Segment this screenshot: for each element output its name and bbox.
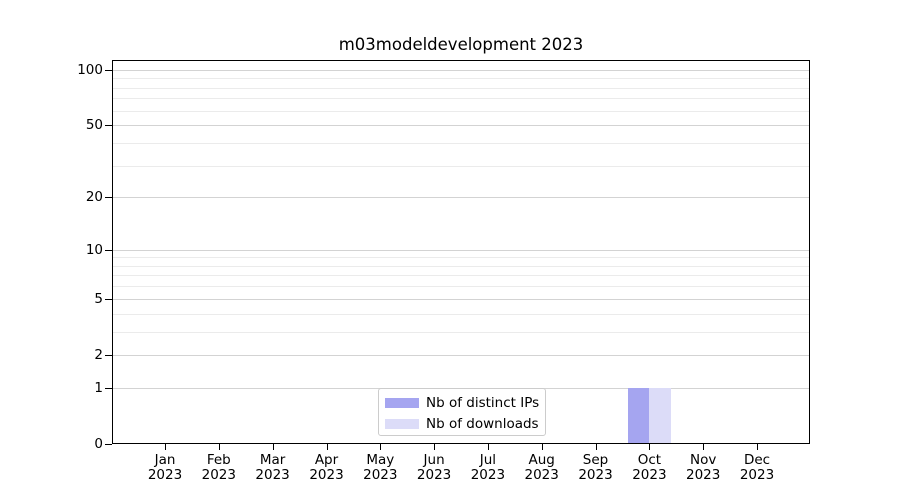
x-tick-mark — [272, 444, 274, 450]
gridline-minor — [112, 313, 810, 315]
gridline-major — [112, 125, 810, 127]
gridline-minor — [112, 98, 810, 100]
x-tick-mark — [703, 444, 705, 450]
x-tick-label-month: Oct — [637, 452, 662, 468]
y-tick-mark — [105, 197, 112, 199]
x-tick-label: May 2023 — [348, 453, 412, 483]
x-tick-label-year: 2023 — [578, 467, 613, 483]
x-tick-label-month: Sep — [582, 452, 609, 468]
x-tick-label: Jun 2023 — [402, 453, 466, 483]
bar-nb-of-distinct-ips — [627, 387, 650, 444]
y-tick-label: 50 — [85, 117, 103, 134]
gridline-major — [112, 354, 810, 356]
y-tick-label: 20 — [85, 189, 103, 206]
x-tick-label-year: 2023 — [739, 467, 775, 483]
x-tick-label: Aug 2023 — [510, 453, 574, 483]
legend-item: Nb of downloads — [379, 413, 545, 434]
legend: Nb of distinct IPs Nb of downloads — [378, 388, 546, 436]
y-tick-label: 5 — [94, 290, 103, 307]
x-tick-label: Sep 2023 — [564, 453, 628, 483]
x-tick-label: Feb 2023 — [187, 453, 251, 483]
x-tick-mark — [757, 444, 758, 450]
x-tick-mark — [487, 444, 489, 450]
gridline-minor — [112, 87, 810, 89]
y-tick-mark — [105, 354, 112, 356]
x-tick-mark — [165, 444, 166, 450]
x-tick-label-month: Aug — [528, 452, 555, 468]
x-tick-label-month: Nov — [690, 452, 717, 468]
y-tick-mark — [105, 249, 112, 251]
legend-label: Nb of downloads — [426, 415, 539, 432]
x-tick-label-month: Jul — [479, 452, 497, 468]
x-tick-label: Dec 2023 — [725, 453, 789, 483]
x-tick-label-month: Jun — [423, 452, 445, 468]
x-tick-label: Oct 2023 — [617, 453, 681, 483]
gridline-minor — [112, 142, 810, 144]
gridline-minor — [112, 165, 810, 167]
bar-nb-of-downloads — [649, 387, 671, 444]
x-tick-label-year: 2023 — [632, 467, 667, 483]
y-tick-label: 1 — [94, 379, 103, 396]
y-tick-mark — [105, 125, 112, 127]
gridline-minor — [112, 286, 810, 288]
x-tick-label: Mar 2023 — [241, 453, 305, 483]
x-tick-label-year: 2023 — [686, 467, 721, 483]
x-tick-label-month: Apr — [314, 452, 339, 468]
chart-title: m03modeldevelopment 2023 — [338, 35, 584, 54]
y-tick-mark — [105, 298, 112, 300]
x-tick-label-year: 2023 — [416, 467, 452, 483]
x-tick-label: Apr 2023 — [295, 453, 359, 483]
y-tick-label: 2 — [94, 346, 103, 363]
x-tick-label-month: Dec — [743, 452, 771, 468]
y-tick-mark — [105, 387, 112, 389]
x-tick-mark — [434, 444, 436, 450]
x-tick-label: Nov 2023 — [671, 453, 735, 483]
y-tick-mark — [105, 444, 112, 445]
x-tick-label-month: Feb — [206, 452, 231, 468]
x-tick-label-year: 2023 — [147, 467, 183, 483]
legend-swatch — [385, 397, 419, 408]
x-tick-label-month: Jan — [154, 452, 176, 468]
x-tick-mark — [380, 444, 382, 450]
x-tick-mark — [541, 444, 543, 450]
y-tick-label: 100 — [77, 61, 103, 78]
x-tick-mark — [649, 444, 651, 450]
x-tick-label: Jan 2023 — [133, 453, 197, 483]
x-tick-label-month: Mar — [259, 452, 286, 468]
gridline-major — [112, 249, 810, 251]
y-tick-label: 0 — [94, 436, 103, 452]
legend-swatch — [385, 418, 419, 429]
x-tick-mark — [218, 444, 220, 450]
x-tick-label-month: May — [366, 452, 395, 468]
plot-area — [112, 60, 810, 444]
gridline-minor — [112, 331, 810, 333]
legend-item: Nb of distinct IPs — [379, 392, 545, 413]
gridline-major — [112, 197, 810, 199]
y-tick-label: 10 — [85, 241, 103, 258]
x-tick-label-year: 2023 — [255, 467, 290, 483]
x-tick-label-year: 2023 — [363, 467, 398, 483]
x-tick-label-year: 2023 — [309, 467, 344, 483]
y-tick-mark — [105, 69, 112, 71]
x-tick-label-year: 2023 — [470, 467, 506, 483]
gridline-major — [112, 69, 810, 71]
gridline-minor — [112, 257, 810, 259]
x-tick-mark — [326, 444, 328, 450]
legend-label: Nb of distinct IPs — [426, 394, 540, 411]
gridline-minor — [112, 265, 810, 267]
gridline-major — [112, 298, 810, 300]
gridline-minor — [112, 78, 810, 80]
x-tick-mark — [595, 444, 597, 450]
gridline-minor — [112, 275, 810, 277]
x-tick-label-year: 2023 — [201, 467, 236, 483]
x-tick-label: Jul 2023 — [456, 453, 520, 483]
gridline-minor — [112, 110, 810, 112]
x-tick-label-year: 2023 — [524, 467, 559, 483]
